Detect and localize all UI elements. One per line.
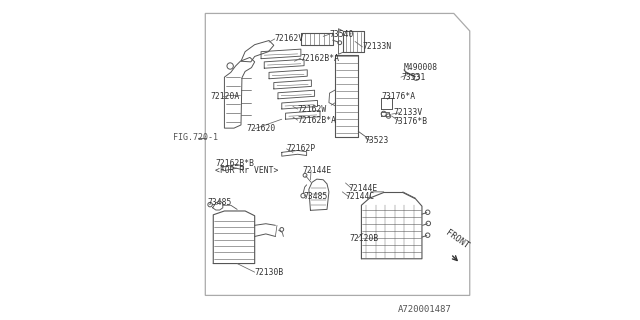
- Text: 72162B*A: 72162B*A: [301, 53, 340, 62]
- Text: 73540: 73540: [330, 30, 354, 39]
- Text: 721620: 721620: [246, 124, 275, 133]
- Text: 73485: 73485: [303, 192, 328, 201]
- Text: FRONT: FRONT: [444, 228, 471, 251]
- Text: M490008: M490008: [403, 63, 438, 72]
- Text: 72162B*A: 72162B*A: [298, 116, 337, 125]
- Text: 72144C: 72144C: [346, 192, 375, 201]
- Text: A720001487: A720001487: [398, 305, 452, 314]
- Text: 73176*B: 73176*B: [394, 116, 428, 126]
- Text: 72144E: 72144E: [303, 166, 332, 175]
- Text: 72162P: 72162P: [287, 144, 316, 153]
- Text: 73176*A: 73176*A: [381, 92, 415, 101]
- Text: 73485: 73485: [207, 198, 232, 207]
- Text: 72162W: 72162W: [298, 105, 327, 114]
- Text: 72130B: 72130B: [255, 268, 284, 277]
- Text: 72133V: 72133V: [394, 108, 422, 117]
- Text: 72144E: 72144E: [349, 184, 378, 193]
- Text: 73531: 73531: [401, 73, 426, 82]
- Text: FIG.720-1: FIG.720-1: [173, 133, 218, 142]
- Text: 72120A: 72120A: [210, 92, 239, 101]
- Text: 72133N: 72133N: [362, 42, 392, 52]
- Text: 72120B: 72120B: [349, 234, 379, 243]
- Text: 73523: 73523: [365, 136, 389, 145]
- Text: <FOR Rr VENT>: <FOR Rr VENT>: [216, 166, 279, 175]
- Text: 72162V: 72162V: [275, 35, 304, 44]
- Text: 72162B*B: 72162B*B: [216, 159, 255, 168]
